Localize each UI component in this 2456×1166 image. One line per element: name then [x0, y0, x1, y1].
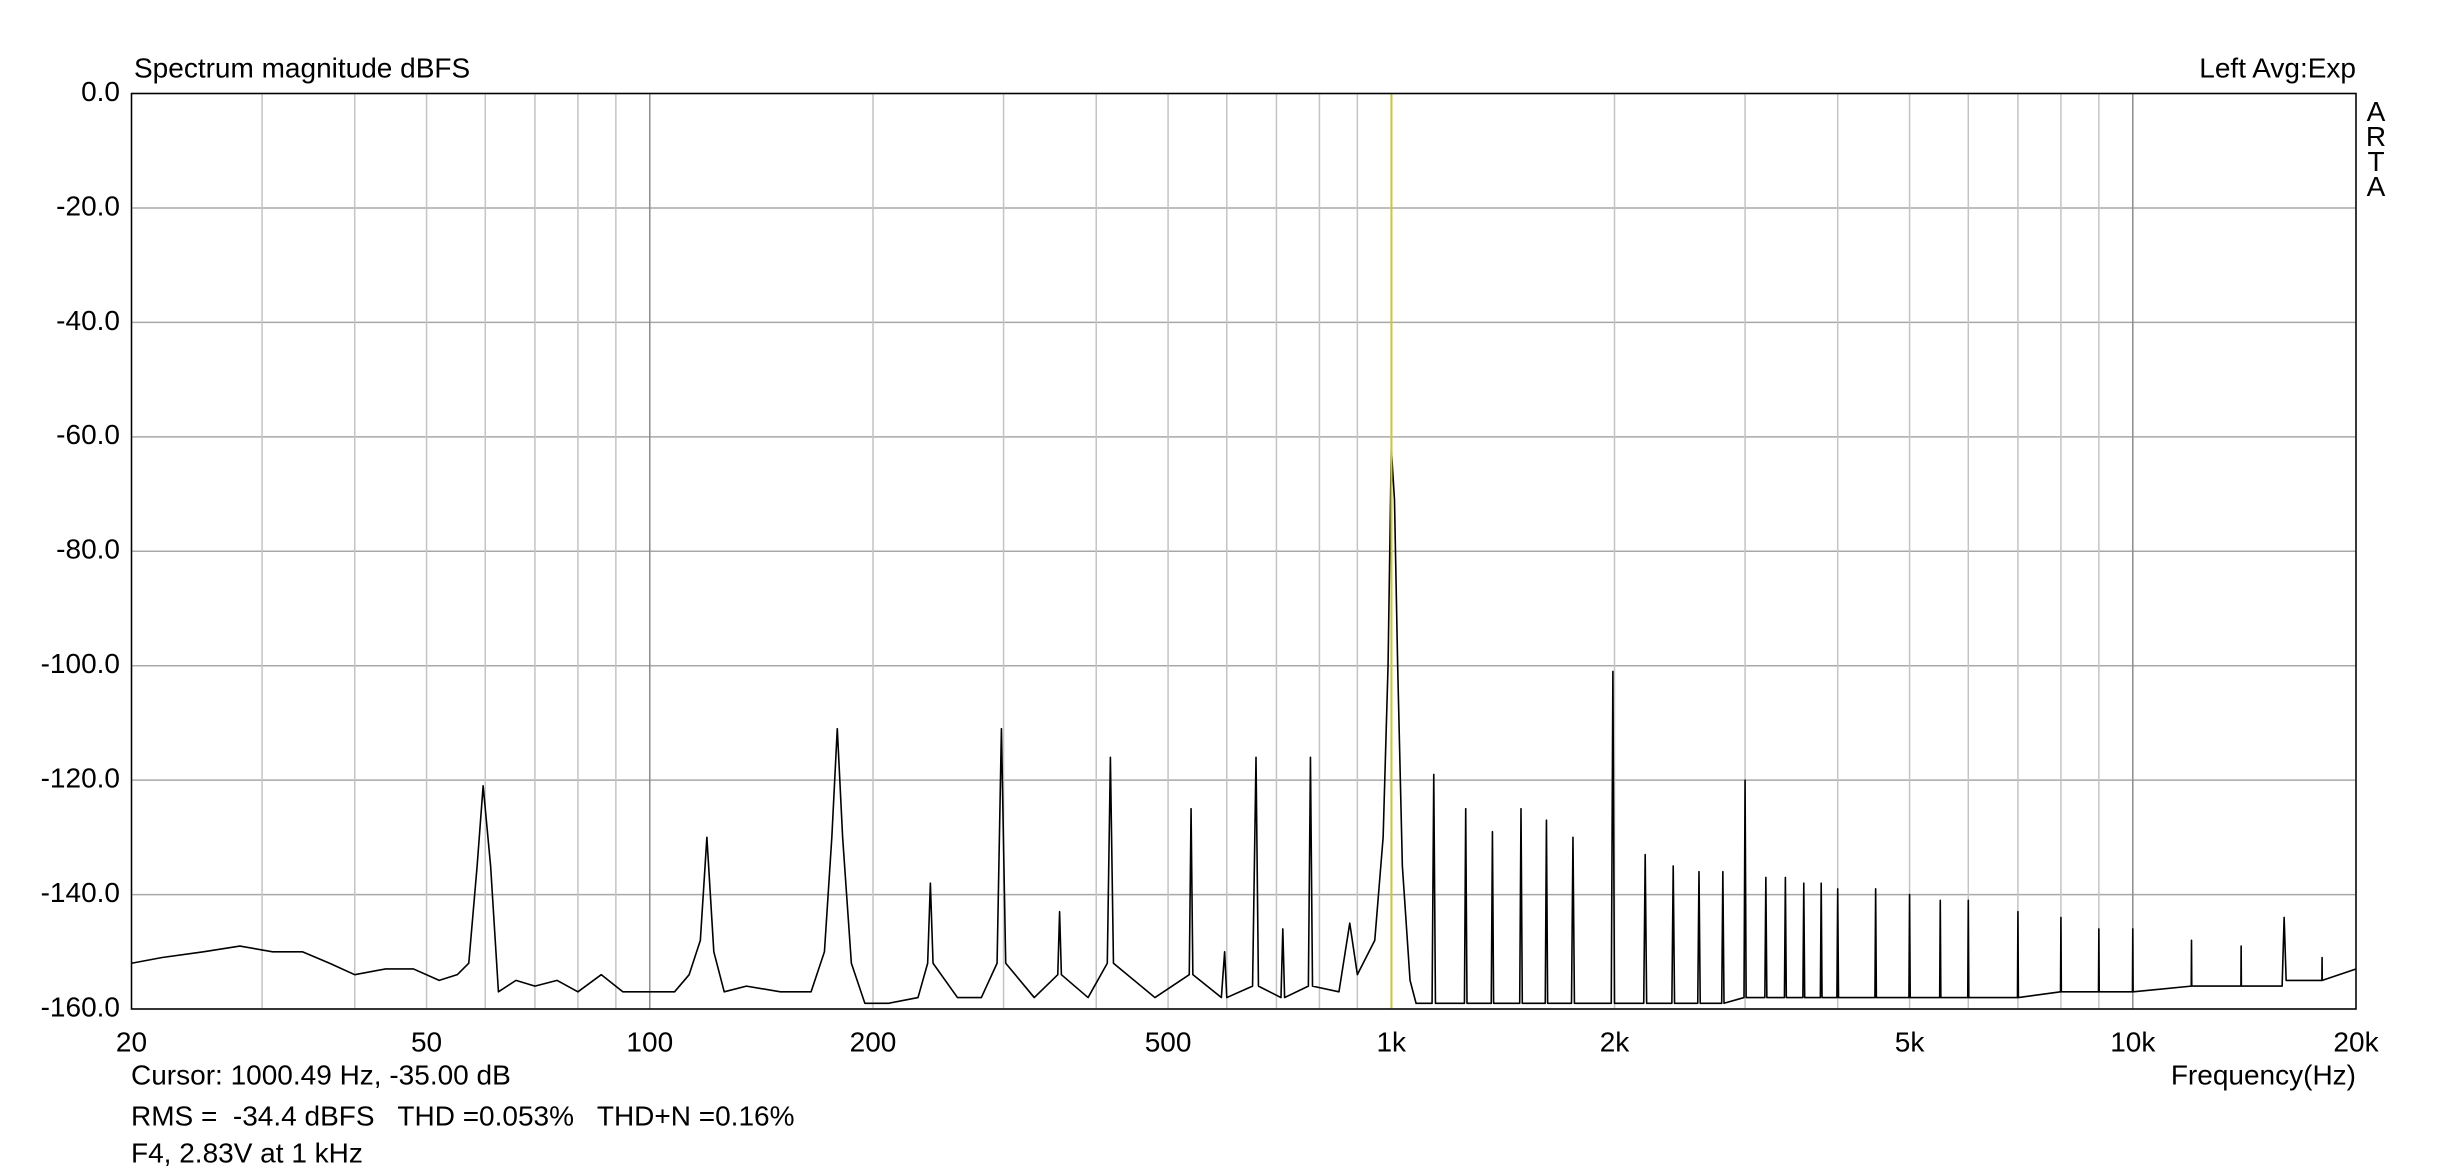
x-tick-label: 50: [411, 1026, 442, 1057]
y-tick-label: -160.0: [41, 991, 120, 1022]
y-tick-label: -60.0: [56, 419, 120, 450]
plot: [131, 93, 2357, 1009]
x-tick-label: 100: [626, 1026, 673, 1057]
y-tick-label: -20.0: [56, 190, 120, 221]
x-tick-label: 200: [850, 1026, 897, 1057]
x-tick-label: 20k: [2333, 1026, 2379, 1057]
x-tick-label: 10k: [2110, 1026, 2156, 1057]
y-tick-label: -120.0: [41, 763, 120, 794]
x-axis-label: Frequency(Hz): [2171, 1059, 2356, 1090]
channel-label: Left Avg:Exp: [2199, 52, 2356, 83]
x-tick-label: 1k: [1376, 1026, 1407, 1057]
x-tick-label: 500: [1145, 1026, 1192, 1057]
x-tick-label: 2k: [1600, 1026, 1631, 1057]
y-tick-label: -40.0: [56, 305, 120, 336]
x-tick-label: 20: [116, 1026, 147, 1057]
chart-title: Spectrum magnitude dBFS: [134, 52, 470, 83]
x-tick-label: 5k: [1895, 1026, 1926, 1057]
spectrum-line: [131, 447, 2357, 1005]
y-tick-label: 0.0: [81, 76, 120, 107]
y-tick-label: -100.0: [41, 648, 120, 679]
cursor-readout: Cursor: 1000.49 Hz, -35.00 dB: [131, 1059, 511, 1090]
side-label: ARTA: [2361, 96, 2392, 196]
note: F4, 2.83V at 1 kHz: [131, 1137, 363, 1166]
plot-frame: [130, 92, 2357, 1010]
stats-readout: RMS = -34.4 dBFS THD =0.053% THD+N =0.16…: [131, 1100, 794, 1131]
y-tick-label: -140.0: [41, 877, 120, 908]
y-tick-label: -80.0: [56, 534, 120, 565]
